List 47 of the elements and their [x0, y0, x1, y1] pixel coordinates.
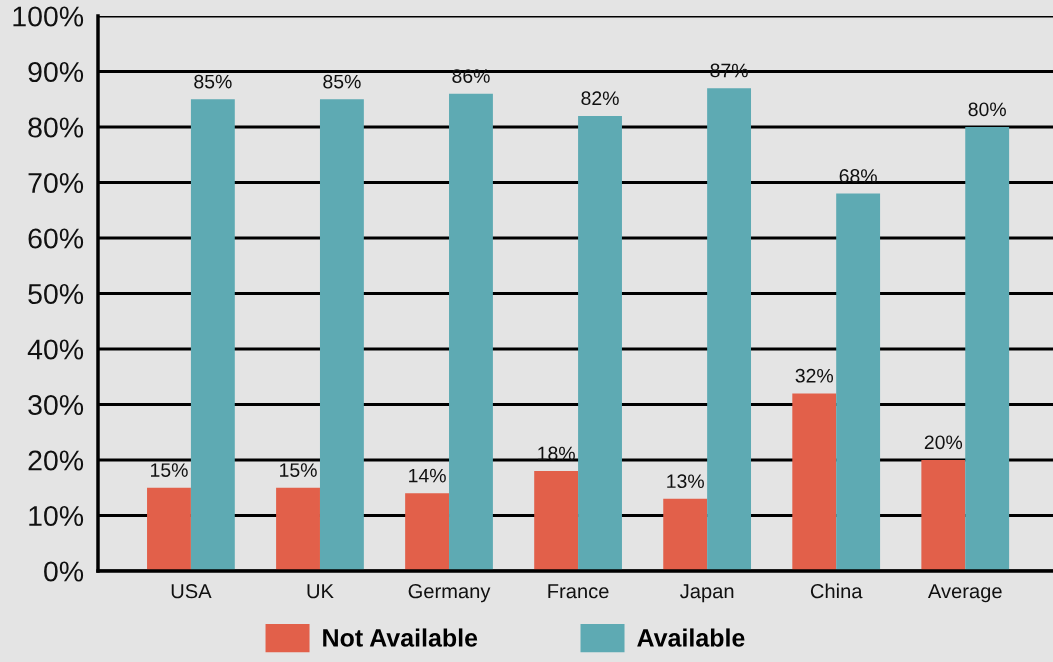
y-tick-label: 70%	[28, 172, 84, 194]
data-label: 14%	[409, 468, 446, 483]
bar	[965, 127, 1010, 571]
bar	[836, 193, 881, 571]
data-label: 68%	[839, 169, 877, 183]
x-tick-label: France	[548, 584, 609, 599]
legend-label: Not Available	[323, 628, 478, 647]
y-tick-label: 0%	[44, 561, 84, 582]
data-label: 13%	[667, 474, 704, 489]
data-label: 86%	[452, 69, 490, 83]
bar	[534, 471, 579, 571]
bar	[707, 88, 752, 571]
y-tick-label: 20%	[28, 450, 84, 471]
data-label: 82%	[581, 91, 619, 106]
y-tick-label: 40%	[27, 339, 84, 360]
bar	[147, 487, 191, 571]
y-tick-label: 100%	[13, 6, 84, 27]
legend-label: Available	[637, 628, 745, 647]
x-tick-label: Japan	[680, 584, 734, 603]
data-label: 32%	[795, 368, 834, 383]
x-tick-label: USA	[171, 584, 212, 599]
data-label: 85%	[194, 74, 232, 89]
y-tick-label: 50%	[28, 283, 84, 305]
bar	[190, 99, 235, 571]
data-label: 80%	[968, 102, 1006, 117]
data-label: 20%	[924, 435, 963, 450]
bar	[792, 393, 837, 571]
y-tick-label: 10%	[29, 505, 84, 527]
x-tick-label: China	[810, 583, 863, 599]
bar	[663, 498, 708, 571]
y-tick-label: 30%	[28, 394, 84, 416]
y-tick-label: 90%	[28, 61, 84, 83]
data-label: 15%	[151, 463, 188, 477]
y-tick-label: 60%	[28, 228, 84, 249]
data-label: 18%	[538, 446, 575, 461]
bar	[921, 460, 966, 571]
data-label: 15%	[280, 463, 317, 477]
x-tick-label: UK	[307, 584, 334, 599]
x-tick-label: Average	[927, 584, 1002, 603]
bar	[319, 99, 364, 571]
y-tick-label: 80%	[28, 117, 84, 138]
x-tick-label: Germany	[408, 584, 491, 603]
bar	[405, 493, 450, 571]
data-label: 85%	[323, 74, 361, 89]
bar	[578, 115, 622, 571]
bar	[449, 93, 493, 571]
bar	[276, 487, 320, 571]
